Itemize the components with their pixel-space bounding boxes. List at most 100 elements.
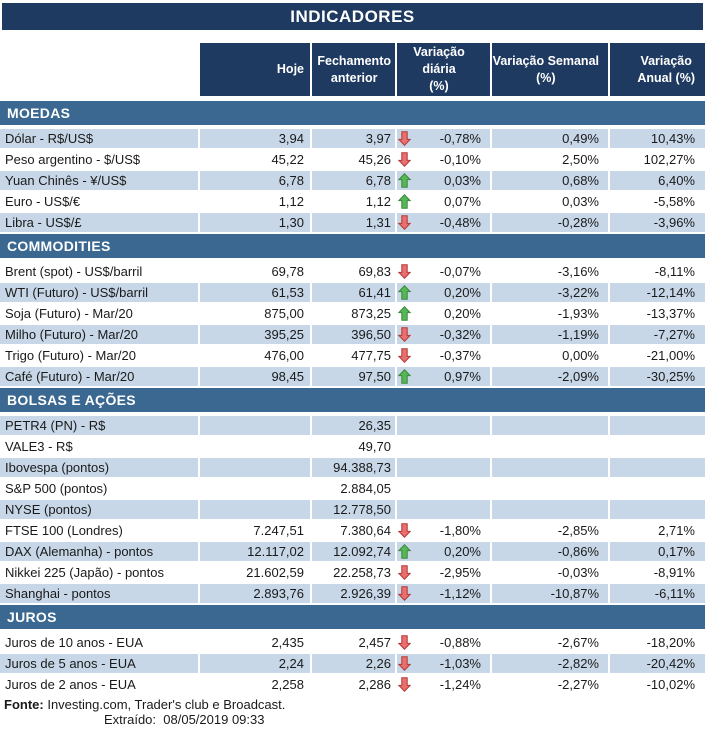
cell-variacao-semanal-value: -1,19% (557, 327, 599, 342)
cell-variacao-anual-value: 6,40% (658, 173, 695, 188)
cell-variacao-semanal (492, 437, 608, 456)
cell-variacao-anual: -8,11% (610, 262, 705, 281)
row-label: Juros de 5 anos - EUA (0, 654, 198, 673)
cell-hoje: 2.893,76 (200, 584, 310, 603)
arrow-down-icon (398, 635, 411, 650)
cell-variacao-semanal-value: 0,68% (562, 173, 599, 188)
cell-variacao-anual: -12,14% (610, 283, 705, 302)
cell-variacao-diaria: -1,24% (397, 675, 490, 694)
table-row: WTI (Futuro) - US$/barril 61,53 61,41 0,20%… (0, 283, 705, 302)
cell-hoje: 2,258 (200, 675, 310, 694)
row-label-value: Shanghai - pontos (5, 586, 111, 601)
cell-variacao-diaria: 0,20% (397, 542, 490, 561)
cell-variacao-anual-value: -21,00% (646, 348, 695, 363)
table-row: Dólar - R$/US$ 3,94 3,97 -0,78% 0,49% 10,43% (0, 129, 705, 148)
cell-hoje-value: 2,258 (271, 677, 304, 692)
arrow-down-icon (398, 348, 411, 363)
cell-variacao-diaria: -1,12% (397, 584, 490, 603)
cell-hoje: 395,25 (200, 325, 310, 344)
arrow-up-icon (398, 306, 411, 321)
source-line: Fonte: Investing.com, Trader's club e Br… (0, 697, 705, 712)
row-label-value: WTI (Futuro) - US$/barril (5, 285, 149, 300)
table-row: Shanghai - pontos 2.893,76 2.926,39 -1,12% -… (0, 584, 705, 603)
row-label: DAX (Alemanha) - pontos (0, 542, 198, 561)
cell-variacao-semanal-value: 2,50% (562, 152, 599, 167)
row-label-value: Libra - US$/£ (5, 215, 82, 230)
arrow-down-icon (398, 131, 411, 146)
column-header-hoje: Hoje (200, 43, 310, 96)
table-row: PETR4 (PN) - R$ 26,35 (0, 416, 705, 435)
cell-fechamento-value: 12.778,50 (333, 502, 391, 517)
cell-variacao-anual-value: -8,91% (653, 565, 695, 580)
cell-variacao-anual: -5,58% (610, 192, 705, 211)
cell-variacao-diaria: 0,20% (397, 304, 490, 323)
cell-fechamento-value: 6,78 (365, 173, 391, 188)
indicators-table-body: MOEDAS Dólar - R$/US$ 3,94 3,97 -0,78% 0,49% 1… (0, 101, 705, 694)
cell-variacao-anual-value: 0,17% (658, 544, 695, 559)
cell-hoje-value: 2.893,76 (253, 586, 304, 601)
table-row: Yuan Chinês - ¥/US$ 6,78 6,78 0,03% 0,68% 6,4… (0, 171, 705, 190)
cell-fechamento: 2.926,39 (312, 584, 395, 603)
cell-hoje-value: 1,30 (278, 215, 304, 230)
cell-hoje: 476,00 (200, 346, 310, 365)
cell-variacao-semanal: -3,16% (492, 262, 608, 281)
cell-variacao-anual-value: -13,37% (646, 306, 695, 321)
page-title: INDICADORES (2, 3, 703, 30)
row-label-value: Juros de 10 anos - EUA (5, 635, 144, 650)
cell-variacao-diaria: -0,48% (397, 213, 490, 232)
row-label-value: Euro - US$/€ (5, 194, 81, 209)
cell-variacao-diaria (397, 416, 490, 435)
table-row: Juros de 2 anos - EUA 2,258 2,286 -1,24% -2,… (0, 675, 705, 694)
cell-hoje-value: 21.602,59 (246, 565, 304, 580)
cell-variacao-anual-value: -8,11% (654, 264, 695, 279)
column-header-variacao-semanal: Variação Semanal (%) (492, 43, 608, 96)
cell-hoje-value: 3,94 (278, 131, 304, 146)
arrow-down-icon (398, 523, 411, 538)
cell-variacao-semanal: -1,93% (492, 304, 608, 323)
arrow-down-icon (398, 565, 411, 580)
row-label: PETR4 (PN) - R$ (0, 416, 198, 435)
table-row: NYSE (pontos) 12.778,50 (0, 500, 705, 519)
cell-variacao-anual (610, 479, 705, 498)
cell-fechamento: 1,31 (312, 213, 395, 232)
cell-variacao-anual: -21,00% (610, 346, 705, 365)
cell-variacao-anual: 0,17% (610, 542, 705, 561)
cell-variacao-anual-value: 2,71% (658, 523, 695, 538)
cell-variacao-anual: -13,37% (610, 304, 705, 323)
cell-variacao-semanal: -0,28% (492, 213, 608, 232)
row-label-value: Café (Futuro) - Mar/20 (5, 369, 135, 384)
row-label: Yuan Chinês - ¥/US$ (0, 171, 198, 190)
table-row: DAX (Alemanha) - pontos 12.117,02 12.092,7… (0, 542, 705, 561)
cell-variacao-diaria-value: -0,32% (439, 327, 481, 342)
table-row: Ibovespa (pontos) 94.388,73 (0, 458, 705, 477)
row-label-value: Juros de 5 anos - EUA (5, 656, 136, 671)
cell-fechamento: 6,78 (312, 171, 395, 190)
cell-variacao-semanal-value: -3,16% (557, 264, 599, 279)
cell-variacao-semanal: -0,86% (492, 542, 608, 561)
cell-variacao-semanal: 0,68% (492, 171, 608, 190)
extracted-timestamp: 08/05/2019 09:33 (163, 712, 265, 727)
cell-hoje: 875,00 (200, 304, 310, 323)
table-row: Juros de 5 anos - EUA 2,24 2,26 -1,03% -2,82… (0, 654, 705, 673)
cell-variacao-semanal-value: -2,82% (557, 656, 599, 671)
table-row: Soja (Futuro) - Mar/20 875,00 873,25 0,20% -… (0, 304, 705, 323)
cell-hoje-value: 395,25 (264, 327, 304, 342)
cell-fechamento: 2,286 (312, 675, 395, 694)
table-header-row: Hoje Fechamento anterior Variação diária… (0, 43, 705, 96)
cell-hoje: 98,45 (200, 367, 310, 386)
cell-variacao-semanal: -10,87% (492, 584, 608, 603)
cell-fechamento: 49,70 (312, 437, 395, 456)
cell-variacao-diaria: -2,95% (397, 563, 490, 582)
cell-variacao-semanal-value: 0,49% (562, 131, 599, 146)
cell-fechamento: 477,75 (312, 346, 395, 365)
row-label: Peso argentino - $/US$ (0, 150, 198, 169)
cell-hoje-value: 69,78 (271, 264, 304, 279)
cell-variacao-diaria-value: 0,20% (444, 285, 481, 300)
cell-fechamento: 22.258,73 (312, 563, 395, 582)
cell-fechamento: 69,83 (312, 262, 395, 281)
row-label-value: DAX (Alemanha) - pontos (5, 544, 154, 559)
footer: Fonte: Investing.com, Trader's club e Br… (0, 697, 705, 727)
cell-variacao-anual-value: -20,42% (646, 656, 695, 671)
cell-fechamento-value: 2.926,39 (340, 586, 391, 601)
cell-variacao-anual (610, 416, 705, 435)
